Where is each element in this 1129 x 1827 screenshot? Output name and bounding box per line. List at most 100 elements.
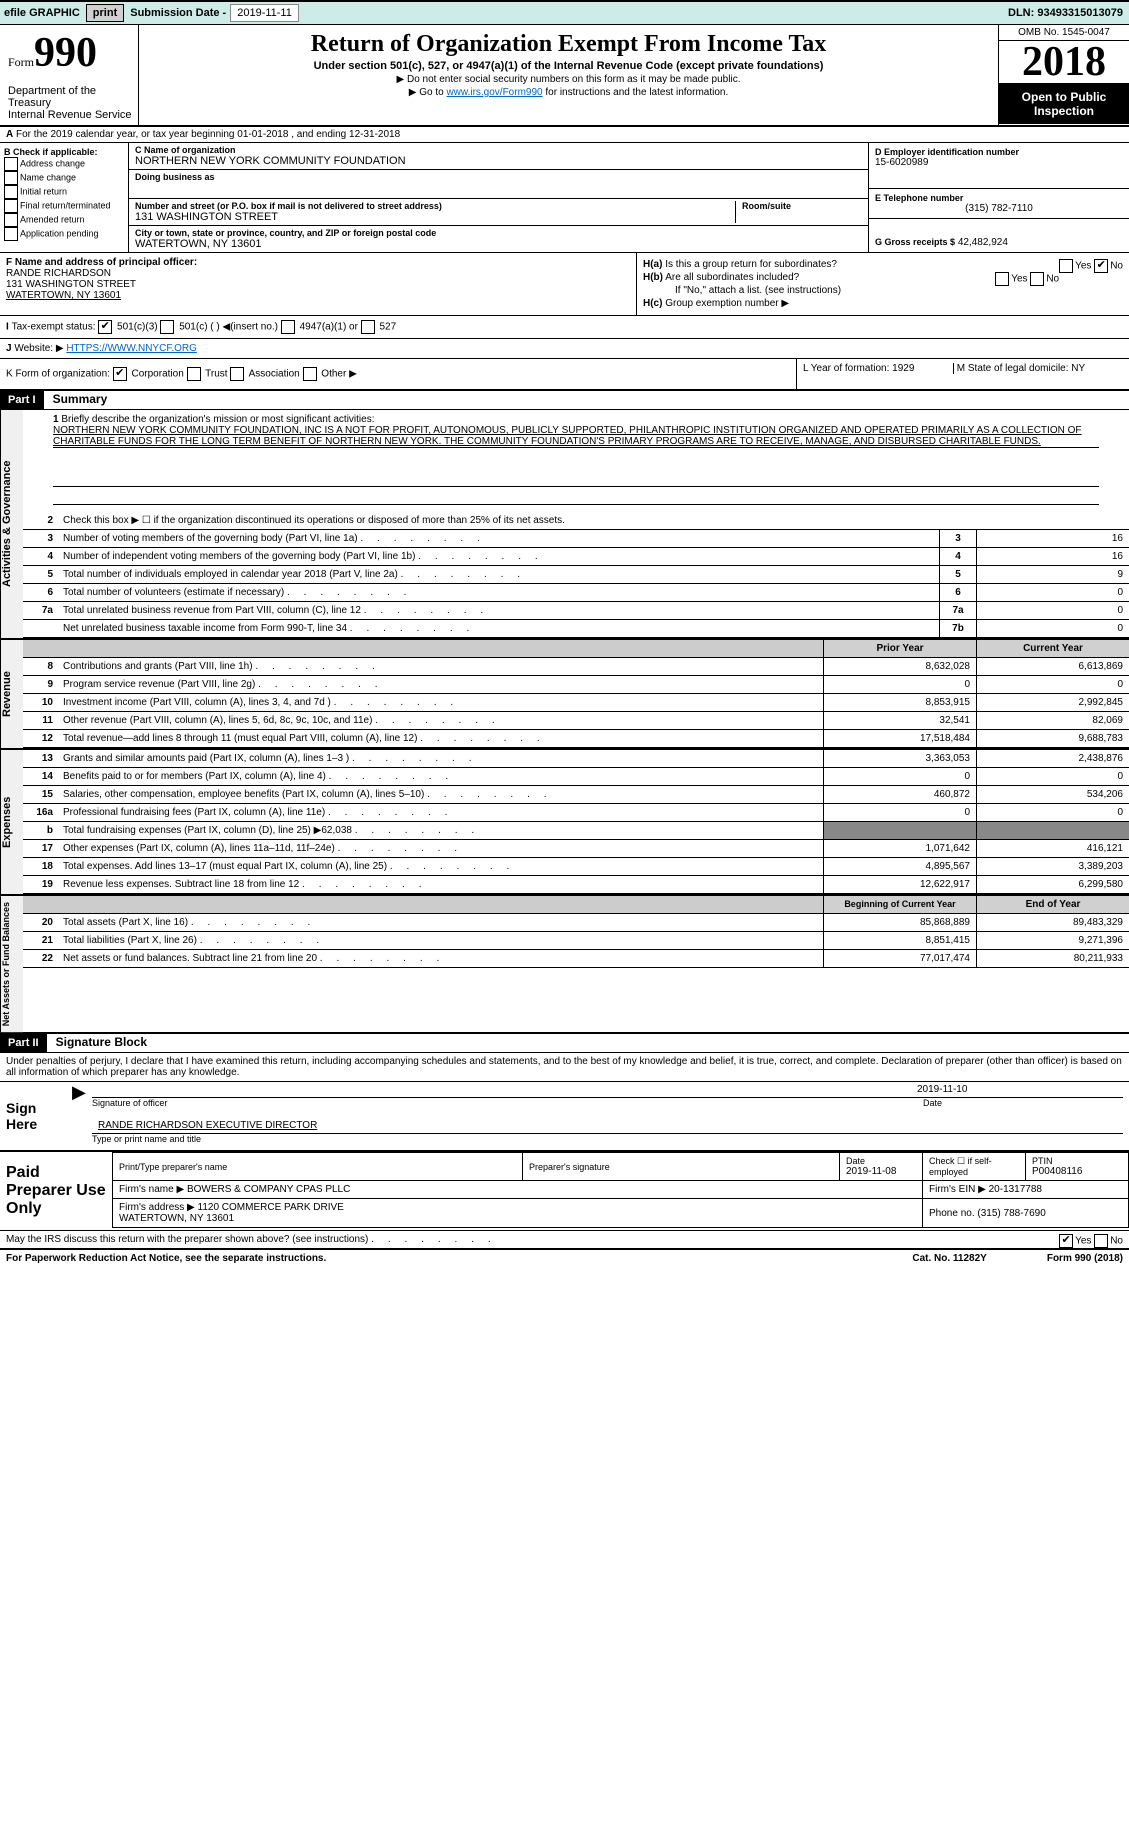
ptin: PTINP00408116: [1026, 1153, 1129, 1181]
side-expenses: Expenses: [0, 750, 23, 894]
line-18: 18Total expenses. Add lines 13–17 (must …: [23, 858, 1129, 876]
ha-no[interactable]: [1094, 259, 1108, 273]
cb-address[interactable]: Address change: [4, 157, 124, 171]
efile-label: efile GRAPHIC: [0, 7, 84, 19]
line-21: 21Total liabilities (Part X, line 26)8,8…: [23, 932, 1129, 950]
cb-527[interactable]: [361, 320, 375, 334]
prep-name: Print/Type preparer's name: [113, 1153, 523, 1181]
org-name-cell: C Name of organization NORTHERN NEW YORK…: [129, 143, 868, 170]
tax-year: 2018: [999, 41, 1129, 84]
part1-governance: Activities & Governance 1 Briefly descri…: [0, 410, 1129, 640]
cb-other[interactable]: [303, 367, 317, 381]
hb-yes[interactable]: [995, 272, 1009, 286]
line-14: 14Benefits paid to or for members (Part …: [23, 768, 1129, 786]
line-9: 9Program service revenue (Part VIII, lin…: [23, 676, 1129, 694]
city-cell: City or town, state or province, country…: [129, 226, 868, 252]
line-11: 11Other revenue (Part VIII, column (A), …: [23, 712, 1129, 730]
paid-preparer: Paid Preparer Use Only Print/Type prepar…: [0, 1152, 1129, 1231]
cb-pending[interactable]: Application pending: [4, 227, 124, 241]
cb-501c3[interactable]: [98, 320, 112, 334]
form-header: Form990 Department of the Treasury Inter…: [0, 25, 1129, 127]
line-10: 10Investment income (Part VIII, column (…: [23, 694, 1129, 712]
note-link: ▶ Go to www.irs.gov/Form990 for instruct…: [143, 87, 994, 98]
part1-netassets: Net Assets or Fund Balances Beginning of…: [0, 896, 1129, 1034]
subdate-label: Submission Date -: [126, 7, 230, 19]
rev-header: Prior YearCurrent Year: [23, 640, 1129, 658]
line-7a: 7aTotal unrelated business revenue from …: [23, 602, 1129, 620]
firm-ein: Firm's EIN ▶ 20-1317788: [923, 1181, 1129, 1199]
row-i-status: I Tax-exempt status: 501(c)(3) 501(c) ( …: [0, 316, 1129, 339]
note-ssn: ▶ Do not enter social security numbers o…: [143, 74, 994, 85]
line-b: bTotal fundraising expenses (Part IX, co…: [23, 822, 1129, 840]
part1-expenses: Expenses 13Grants and similar amounts pa…: [0, 750, 1129, 896]
part1-header: Part I Summary: [0, 391, 1129, 410]
section-k: K Form of organization: Corporation Trus…: [0, 359, 1129, 391]
discuss-yes[interactable]: [1059, 1234, 1073, 1248]
line-16a: 16aProfessional fundraising fees (Part I…: [23, 804, 1129, 822]
row-j-website: J Website: ▶ HTTPS://WWW.NNYCF.ORG: [0, 339, 1129, 359]
side-netassets: Net Assets or Fund Balances: [0, 896, 23, 1032]
ein-cell: D Employer identification number 15-6020…: [869, 143, 1129, 189]
line-22: 22Net assets or fund balances. Subtract …: [23, 950, 1129, 968]
prep-sig: Preparer's signature: [523, 1153, 840, 1181]
cb-corp[interactable]: [113, 367, 127, 381]
website-link[interactable]: HTTPS://WWW.NNYCF.ORG: [66, 343, 197, 354]
discuss-row: May the IRS discuss this return with the…: [0, 1231, 1129, 1250]
form-number: Form990: [8, 29, 138, 77]
public-inspection: Open to Public Inspection: [999, 84, 1129, 124]
hb-no[interactable]: [1030, 272, 1044, 286]
side-revenue: Revenue: [0, 640, 23, 748]
footer: For Paperwork Reduction Act Notice, see …: [0, 1250, 1129, 1267]
line-6: 6Total number of volunteers (estimate if…: [23, 584, 1129, 602]
line-20: 20Total assets (Part X, line 16)85,868,8…: [23, 914, 1129, 932]
cb-name[interactable]: Name change: [4, 171, 124, 185]
line-19: 19Revenue less expenses. Subtract line 1…: [23, 876, 1129, 894]
line-8: 8Contributions and grants (Part VIII, li…: [23, 658, 1129, 676]
form-subtitle: Under section 501(c), 527, or 4947(a)(1)…: [143, 60, 994, 72]
line-4: 4Number of independent voting members of…: [23, 548, 1129, 566]
cb-assoc[interactable]: [230, 367, 244, 381]
prep-date: Date2019-11-08: [840, 1153, 923, 1181]
discuss-no[interactable]: [1094, 1234, 1108, 1248]
checkbox-column: B Check if applicable: Address change Na…: [0, 143, 129, 252]
cb-trust[interactable]: [187, 367, 201, 381]
side-governance: Activities & Governance: [0, 410, 23, 638]
dln-label: DLN: 93493315013079: [1008, 7, 1129, 19]
cb-initial[interactable]: Initial return: [4, 185, 124, 199]
phone-cell: E Telephone number (315) 782-7110: [869, 189, 1129, 219]
line1-mission: 1 Briefly describe the organization's mi…: [23, 410, 1129, 512]
print-button[interactable]: print: [86, 4, 124, 22]
ha-yes[interactable]: [1059, 259, 1073, 273]
subdate-value: 2019-11-11: [230, 4, 299, 22]
dept-label: Department of the Treasury Internal Reve…: [8, 85, 138, 121]
form-title: Return of Organization Exempt From Incom…: [143, 31, 994, 58]
arrow-icon: ▶: [72, 1082, 86, 1150]
part2-header: Part II Signature Block: [0, 1034, 1129, 1053]
line2: 2Check this box ▶ ☐ if the organization …: [23, 512, 1129, 530]
declaration: Under penalties of perjury, I declare th…: [0, 1053, 1129, 1082]
cb-4947[interactable]: [281, 320, 295, 334]
line-17: 17Other expenses (Part IX, column (A), l…: [23, 840, 1129, 858]
part1-revenue: Revenue Prior YearCurrent Year 8Contribu…: [0, 640, 1129, 750]
line-15: 15Salaries, other compensation, employee…: [23, 786, 1129, 804]
gross-cell: G Gross receipts $ 42,482,924: [869, 219, 1129, 252]
irs-link[interactable]: www.irs.gov/Form990: [446, 87, 542, 98]
line-13: 13Grants and similar amounts paid (Part …: [23, 750, 1129, 768]
line-12: 12Total revenue—add lines 8 through 11 (…: [23, 730, 1129, 748]
top-toolbar: efile GRAPHIC print Submission Date - 20…: [0, 0, 1129, 25]
firm-phone: Phone no. (315) 788-7690: [923, 1199, 1129, 1228]
signature-block: Sign Here ▶ 2019-11-10 Signature of offi…: [0, 1082, 1129, 1152]
firm-name: Firm's name ▶ BOWERS & COMPANY CPAS PLLC: [113, 1181, 923, 1199]
line-5: 5Total number of individuals employed in…: [23, 566, 1129, 584]
line-: Net unrelated business taxable income fr…: [23, 620, 1129, 638]
cb-amended[interactable]: Amended return: [4, 213, 124, 227]
prep-self: Check ☐ if self-employed: [923, 1153, 1026, 1181]
cb-501c[interactable]: [160, 320, 174, 334]
line-3: 3Number of voting members of the governi…: [23, 530, 1129, 548]
dba-cell: Doing business as: [129, 170, 868, 199]
street-cell: Number and street (or P.O. box if mail i…: [129, 199, 868, 226]
section-f-officer: F Name and address of principal officer:…: [0, 253, 1129, 316]
row-a-taxyear: A For the 2019 calendar year, or tax yea…: [0, 127, 1129, 143]
section-b-entity: B Check if applicable: Address change Na…: [0, 143, 1129, 253]
cb-final[interactable]: Final return/terminated: [4, 199, 124, 213]
